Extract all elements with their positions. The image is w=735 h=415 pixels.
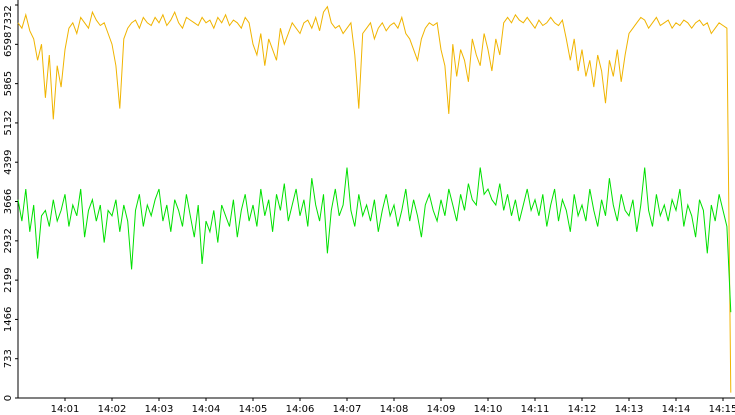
y-tick-label: 5132: [3, 110, 14, 135]
x-tick-label: 14:14: [662, 404, 691, 415]
x-tick-label: 14:12: [568, 404, 597, 415]
x-tick-label: 14:07: [333, 404, 362, 415]
y-tick-label: 1466: [3, 307, 14, 332]
x-tick-label: 14:08: [380, 404, 409, 415]
x-tick-label: 14:10: [474, 404, 503, 415]
x-tick-label: 14:05: [239, 404, 268, 415]
y-tick-label: 2932: [3, 228, 14, 253]
series-line: [17, 167, 732, 313]
x-tick-label: 14:01: [51, 404, 80, 415]
y-tick-label: 0: [3, 395, 14, 401]
x-tick-label: 14:04: [192, 404, 221, 415]
x-tick-label: 14:03: [145, 404, 174, 415]
y-tick-label: 7332: [3, 5, 14, 30]
x-tick-label: 14:11: [521, 404, 550, 415]
x-tick-label: 14:06: [286, 404, 315, 415]
y-tick-label: 5865: [3, 71, 14, 96]
x-tick-label: 14:09: [427, 404, 456, 415]
series-line: [17, 5, 732, 393]
x-tick-label: 14:15: [709, 404, 735, 415]
x-tick-label: 14:02: [98, 404, 127, 415]
x-tick-label: 14:13: [615, 404, 644, 415]
y-tick-label: 3666: [3, 189, 14, 214]
y-tick-label: 2199: [3, 267, 14, 292]
y-tick-label: 733: [3, 349, 14, 368]
y-tick-label: 4399: [3, 149, 14, 174]
y-tick-label: 6598: [3, 32, 14, 57]
